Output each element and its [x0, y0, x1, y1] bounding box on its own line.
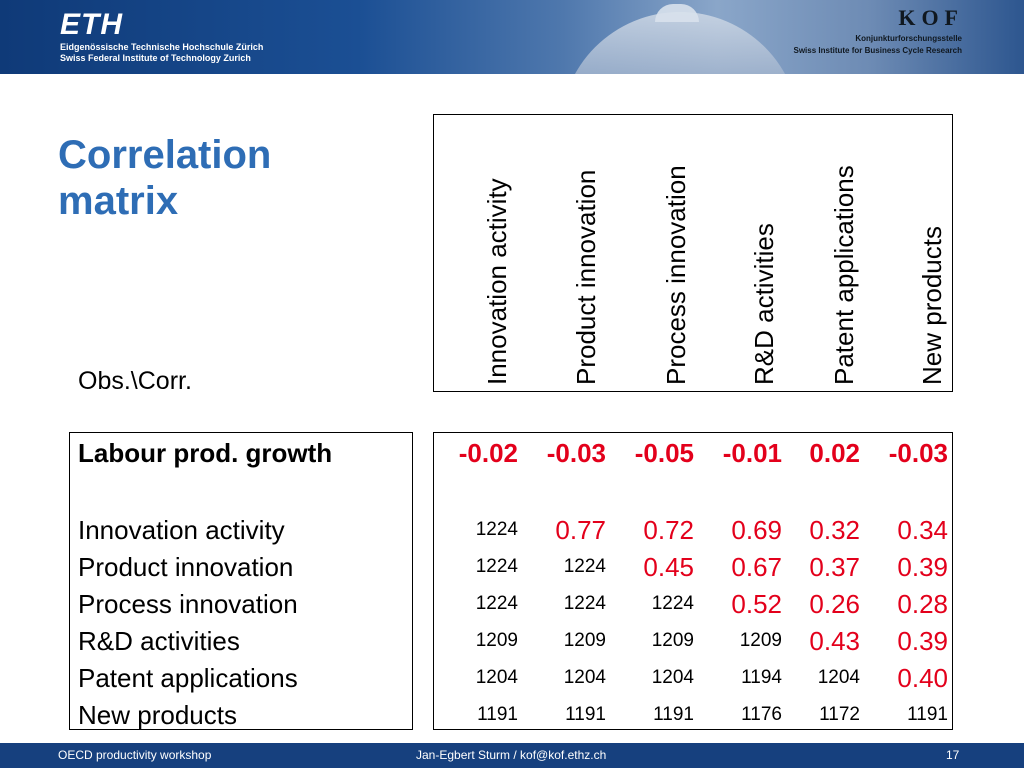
eth-logo: ETH — [60, 8, 123, 41]
column-header: Process innovation — [661, 120, 691, 385]
matrix-cell: 1194 — [741, 667, 782, 688]
footer-event: OECD productivity workshop — [58, 748, 212, 762]
matrix-cell: 1176 — [741, 704, 782, 725]
matrix-cell: 0.69 — [731, 515, 782, 545]
matrix-cell: 1224 — [651, 593, 694, 614]
row-label-box: Labour prod. growth Innovation activity … — [69, 432, 413, 730]
row-label: Product innovation — [78, 552, 294, 582]
column-header: New products — [917, 120, 947, 385]
matrix-cell: 1172 — [819, 704, 860, 725]
matrix-cell: 1191 — [653, 704, 694, 725]
page-number: 17 — [946, 748, 960, 762]
matrix-cell: 0.39 — [897, 626, 948, 656]
matrix-cell: 1209 — [739, 630, 782, 651]
row-label: Process innovation — [78, 589, 298, 619]
matrix-cell: 1204 — [475, 667, 518, 688]
column-header-label: Process innovation — [661, 165, 691, 385]
row-label: New products — [78, 700, 237, 730]
matrix-cell: -0.03 — [546, 438, 606, 468]
kof-name-german: Konjunkturforschungsstelle — [855, 34, 962, 43]
footer-bar: OECD productivity workshop Jan-Egbert St… — [0, 743, 1024, 768]
matrix-cell: 0.32 — [809, 515, 860, 545]
matrix-cell: 1204 — [817, 667, 860, 688]
matrix-cell: 1224 — [475, 593, 518, 614]
row-label: Innovation activity — [78, 515, 285, 545]
column-header: Product innovation — [571, 120, 601, 385]
matrix-cell: 0.40 — [897, 663, 948, 693]
matrix-cell: 1224 — [563, 593, 606, 614]
eth-name-german: Eidgenössische Technische Hochschule Zür… — [60, 42, 264, 52]
matrix-cell: 1191 — [565, 704, 606, 725]
matrix-cell: 1224 — [475, 556, 518, 577]
matrix-cell: 1224 — [563, 556, 606, 577]
matrix-cell: 0.43 — [809, 626, 860, 656]
row-label: R&D activities — [78, 626, 240, 656]
column-header-label: Product innovation — [571, 169, 601, 385]
kof-name-english: Swiss Institute for Business Cycle Resea… — [793, 46, 962, 55]
corner-label: Obs.\Corr. — [78, 367, 192, 395]
matrix-cell: 0.28 — [897, 589, 948, 619]
matrix-cell: -0.05 — [634, 438, 694, 468]
matrix-cell: 1209 — [563, 630, 606, 651]
matrix-cell: 0.52 — [731, 589, 782, 619]
column-header-box: Innovation activity Product innovation P… — [433, 114, 953, 392]
building-cupola-image — [655, 4, 699, 22]
footer-author: Jan-Egbert Sturm / kof@kof.ethz.ch — [416, 748, 607, 762]
column-header: R&D activities — [749, 120, 779, 385]
matrix-cell: 1191 — [477, 704, 518, 725]
matrix-cell: 1209 — [475, 630, 518, 651]
row-label: Patent applications — [78, 663, 298, 693]
column-header: Patent applications — [829, 120, 859, 385]
column-header-label: R&D activities — [749, 223, 779, 385]
matrix-cell: 1224 — [475, 519, 518, 540]
header-banner: ETH Eidgenössische Technische Hochschule… — [0, 0, 1024, 74]
matrix-cell: 0.77 — [555, 515, 606, 545]
eth-name-english: Swiss Federal Institute of Technology Zu… — [60, 53, 251, 63]
slide-title: Correlation matrix — [58, 133, 272, 223]
column-header-label: New products — [917, 226, 947, 385]
kof-logo: KOF — [898, 5, 964, 30]
matrix-cell: 1191 — [907, 704, 948, 725]
column-header-label: Patent applications — [829, 165, 859, 385]
correlation-values-box: -0.02 -0.03 -0.05 -0.01 0.02 -0.03 1224 0.77 0.7… — [433, 432, 953, 730]
matrix-cell: -0.03 — [888, 438, 948, 468]
matrix-cell: 0.37 — [809, 552, 860, 582]
matrix-cell: 0.72 — [643, 515, 694, 545]
matrix-cell: -0.02 — [458, 438, 518, 468]
matrix-cell: 0.26 — [809, 589, 860, 619]
matrix-cell: 1204 — [651, 667, 694, 688]
column-header: Innovation activity — [482, 120, 512, 385]
column-header-label: Innovation activity — [482, 178, 512, 385]
matrix-cell: 0.39 — [897, 552, 948, 582]
matrix-cell: 0.34 — [897, 515, 948, 545]
matrix-cell: -0.01 — [722, 438, 782, 468]
row-label: Labour prod. growth — [78, 438, 333, 468]
matrix-cell: 0.45 — [643, 552, 694, 582]
matrix-cell: 0.02 — [809, 438, 860, 468]
matrix-cell: 0.67 — [731, 552, 782, 582]
matrix-cell: 1209 — [651, 630, 694, 651]
matrix-cell: 1204 — [563, 667, 606, 688]
